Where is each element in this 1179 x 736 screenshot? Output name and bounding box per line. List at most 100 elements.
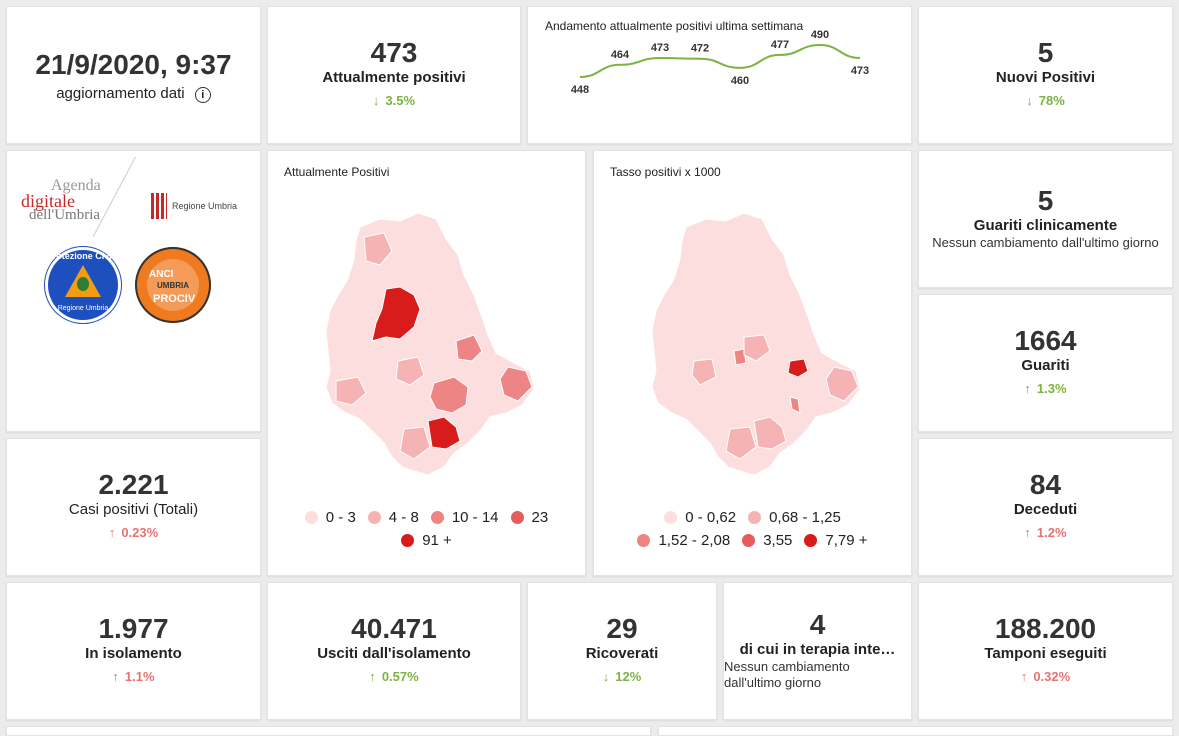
kpi-change: ↓ 3.5% (268, 93, 520, 109)
agenda-digitale-logo[interactable]: Agenda digitale dell'Umbria (21, 177, 121, 237)
guariti-clinicamente-card: 5 Guariti clinicamente Nessun cambiament… (918, 150, 1173, 288)
legend-item: 3,55 (742, 530, 792, 551)
trend-data-label: 464 (611, 49, 630, 61)
kpi-label: Usciti dall'isolamento (317, 645, 471, 662)
anci-prociv-logo[interactable]: ANCI UMBRIA PROCIV (135, 247, 211, 323)
area-light-2 (743, 334, 771, 362)
anci-inner-circle (147, 259, 199, 311)
trend-title: Andamento attualmente positivi ultima se… (545, 19, 804, 33)
kpi-label: Attualmente positivi (322, 69, 466, 86)
trend-data-label: 477 (771, 39, 789, 51)
kpi-change-value: 1.1% (124, 669, 155, 684)
area-light-3 (399, 426, 431, 460)
guariti-card: 1664 Guariti ↑ 1.3% (918, 294, 1173, 432)
area-high-1 (787, 358, 809, 378)
trend-data-label: 473 (851, 65, 869, 77)
nuovi-positivi-card: 5 Nuovi Positivi ↓ 78% (918, 6, 1173, 144)
kpi-change: ↑ 1.3% (919, 381, 1172, 397)
kpi-note: Nessun cambiamento dall'ultimo giorno (932, 235, 1159, 250)
map-tasso-title: Tasso positivi x 1000 (610, 165, 721, 179)
legend-swatch (804, 534, 818, 547)
kpi-label: di cui in terapia inte… (739, 641, 896, 658)
legend-item: 23 (510, 507, 548, 528)
trend-data-label: 472 (691, 43, 709, 55)
area-mid-2 (733, 348, 747, 366)
kpi-change: ↑ 0.57% (268, 669, 520, 685)
kpi-value: 40.471 (351, 613, 437, 644)
kpi-change: ↑ 1.1% (7, 669, 260, 685)
kpi-change-value: 78% (1038, 93, 1065, 108)
kpi-label: Casi positivi (Totali) (68, 501, 199, 518)
legend-swatch (637, 534, 651, 547)
arrow-up-icon: ↑ (1024, 525, 1031, 540)
protezione-civile-logo[interactable]: Protezione Civile Regione Umbria (45, 247, 121, 323)
arrow-down-icon: ↓ (602, 669, 610, 684)
arrow-down-icon: ↓ (372, 93, 380, 108)
kpi-value: 4 (809, 609, 826, 640)
arrow-up-icon: ↑ (1024, 381, 1031, 396)
anci-line3: PROCIV (153, 293, 196, 305)
area-high-1 (371, 286, 421, 342)
trend-chart: 448 464 473 472 460 477 490 473 (571, 29, 869, 96)
area-light-4 (725, 426, 757, 460)
kpi-note: Nessun cambiamento dall'ultimo giorno (724, 659, 850, 690)
legend-item: 7,79 + (804, 530, 868, 551)
tamponi-card: 188.200 Tamponi eseguiti ↑ 0.32% (918, 582, 1173, 720)
arrow-down-icon: ↓ (1026, 93, 1033, 108)
umbria-map-positivi[interactable] (268, 191, 586, 491)
logos-card: Agenda digitale dell'Umbria Regione Umbr… (6, 150, 261, 432)
area-light-1 (825, 366, 859, 402)
trend-data-label: 448 (571, 84, 589, 96)
anci-line1: ANCI (149, 269, 174, 280)
kpi-change-value: 0.57% (381, 669, 419, 684)
update-datetime: 21/9/2020, 9:37 (35, 49, 232, 80)
isolamento-card: 1.977 In isolamento ↑ 1.1% (6, 582, 261, 720)
legend-label: 7,79 + (825, 532, 868, 549)
legend-label: 0,68 - 1,25 (769, 509, 841, 526)
legend-item: 4 - 8 (367, 507, 419, 528)
update-label: aggiornamento dati (56, 85, 185, 102)
regione-emblem-icon (151, 193, 167, 219)
kpi-change: ↑ 1.2% (919, 525, 1172, 541)
kpi-label: In isolamento (85, 645, 182, 662)
legend-item: 0,68 - 1,25 (748, 507, 841, 528)
area-light-3 (691, 358, 717, 386)
kpi-change-value: 12% (615, 669, 642, 684)
casi-totali-card: 2.221 Casi positivi (Totali) ↑ 0.23% (6, 438, 261, 576)
regione-label: Regione Umbria (172, 201, 238, 211)
legend-swatch (742, 534, 756, 547)
kpi-change: ↓ 12% (528, 669, 716, 685)
arrow-up-icon: ↑ (1020, 669, 1028, 684)
kpi-change-value: 1.3% (1036, 381, 1067, 396)
trend-card: Andamento attualmente positivi ultima se… (527, 6, 912, 144)
update-label-row: aggiornamento dati i (7, 85, 260, 103)
umbria-map-tasso[interactable] (594, 191, 912, 491)
kpi-change-value: 3.5% (385, 93, 416, 108)
tree-icon (77, 277, 89, 291)
legend-label: 0 - 3 (325, 509, 356, 526)
regione-umbria-logo[interactable]: Regione Umbria (151, 193, 237, 219)
legend-item: 91 + (401, 530, 452, 551)
kpi-value: 1.977 (98, 613, 169, 644)
trend-data-label: 460 (731, 75, 749, 87)
agenda-line1: Agenda (51, 177, 101, 194)
info-icon[interactable]: i (194, 87, 211, 103)
kpi-label: Guariti clinicamente (973, 217, 1118, 234)
kpi-label: Guariti (1021, 357, 1070, 374)
area-mid-2 (455, 334, 483, 362)
kpi-value: 5 (1037, 185, 1054, 216)
arrow-up-icon: ↑ (112, 669, 119, 684)
arrow-up-icon: ↑ (369, 669, 376, 684)
kpi-label: Deceduti (1013, 501, 1078, 518)
agenda-line2: digitale (21, 191, 75, 211)
kpi-label: Ricoverati (585, 645, 659, 662)
legend-label: 0 - 0,62 (685, 509, 737, 526)
legend-swatch (748, 511, 762, 524)
arrow-up-icon: ↑ (108, 525, 116, 540)
legend-swatch (401, 534, 415, 547)
legend-swatch (430, 511, 444, 524)
kpi-change-value: 0.23% (121, 525, 159, 540)
protezione-line2: Regione Umbria (57, 305, 109, 312)
kpi-value: 188.200 (994, 613, 1097, 644)
kpi-change-value: 1.2% (1036, 525, 1067, 540)
